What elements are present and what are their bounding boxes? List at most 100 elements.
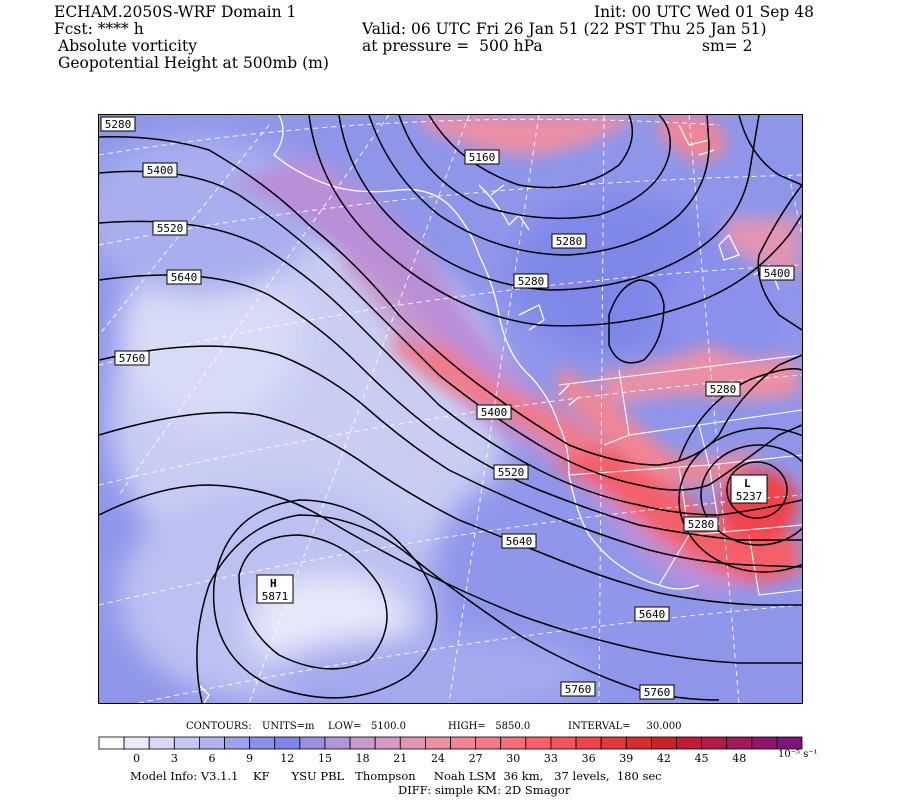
- contour-label: 5160: [464, 149, 500, 165]
- colorbar-swatch: [701, 736, 728, 750]
- colorbar-swatch: [776, 736, 803, 750]
- contour-label: 5640: [166, 269, 202, 285]
- colorbar-swatch: [525, 736, 552, 750]
- contour-label: 5400: [142, 162, 178, 178]
- contour-label: 5760: [639, 684, 675, 700]
- colorbar: [98, 736, 803, 750]
- colorbar-tick-label: 33: [543, 752, 558, 765]
- contours-label: CONTOURS:: [186, 721, 252, 732]
- svg-text:5400: 5400: [147, 164, 174, 177]
- svg-text:5640: 5640: [639, 608, 666, 621]
- colorbar-swatch: [450, 736, 477, 750]
- colorbar-tick-label: 15: [317, 752, 332, 765]
- colorbar-tick-label: 27: [468, 752, 483, 765]
- contour-label: 5280: [513, 273, 549, 289]
- svg-text:5871: 5871: [262, 590, 289, 603]
- colorbar-swatch: [98, 736, 125, 750]
- contour-label: 5760: [560, 681, 596, 697]
- svg-text:5280: 5280: [688, 518, 715, 531]
- colorbar-swatch: [199, 736, 225, 750]
- colorbar-tick-label: 30: [506, 752, 521, 765]
- pressure-level: at pressure = 500 hPa: [362, 37, 543, 55]
- model-info: Model Info: V3.1.1 KF YSU PBL Thompson N…: [130, 769, 662, 783]
- colorbar-tick-label: 9: [246, 752, 254, 765]
- svg-text:5640: 5640: [506, 535, 533, 548]
- colorbar-swatch: [676, 736, 702, 750]
- colorbar-swatch: [550, 736, 577, 750]
- colorbar-units: 10⁻⁵ s⁻¹: [778, 749, 818, 760]
- colorbar-swatch: [123, 736, 150, 750]
- colorbar-swatch: [424, 736, 451, 750]
- colorbar-swatch: [650, 736, 677, 750]
- contour-label: 5760: [114, 350, 150, 366]
- colorbar-tick-label: 6: [208, 752, 216, 765]
- colorbar-tick-label: 42: [656, 752, 671, 765]
- field-name-vorticity: Absolute vorticity: [58, 37, 197, 55]
- contours-interval: INTERVAL= 30.000: [568, 721, 682, 732]
- lat-lon-grid: [99, 115, 802, 703]
- colorbar-swatch: [249, 736, 276, 750]
- colorbar-swatch: [324, 736, 351, 750]
- svg-text:5400: 5400: [481, 406, 508, 419]
- contour-label: 5280: [551, 233, 587, 249]
- high-pressure-marker: H 5871: [256, 574, 294, 604]
- colorbar-tick-label: 0: [133, 752, 141, 765]
- contour-label: 5280: [100, 116, 136, 132]
- contour-label: 5520: [152, 220, 188, 236]
- model-title: ECHAM.2050S-WRF Domain 1: [54, 3, 297, 21]
- svg-text:5760: 5760: [644, 686, 671, 699]
- svg-text:5280: 5280: [710, 383, 737, 396]
- contour-label: 5520: [493, 464, 529, 480]
- colorbar-swatch: [600, 736, 627, 750]
- colorbar-swatch: [224, 736, 251, 750]
- svg-text:5760: 5760: [565, 683, 592, 696]
- svg-text:5400: 5400: [764, 267, 791, 280]
- colorbar-swatch: [399, 736, 426, 750]
- contour-label: 5640: [501, 533, 537, 549]
- vorticity-shading: [99, 115, 802, 703]
- svg-text:5640: 5640: [171, 271, 198, 284]
- colorbar-tick-label: 48: [732, 752, 747, 765]
- height-contours: [99, 115, 802, 703]
- colorbar-swatch: [726, 736, 753, 750]
- svg-text:5760: 5760: [119, 352, 146, 365]
- contour-label: 5640: [634, 606, 670, 622]
- colorbar-tick-label: 3: [170, 752, 178, 765]
- colorbar-swatch: [274, 736, 301, 750]
- smoothing: sm= 2: [702, 37, 753, 55]
- colorbar-swatch: [500, 736, 527, 750]
- contour-label: 5400: [476, 404, 512, 420]
- colorbar-swatch: [148, 736, 175, 750]
- diffusion-info: DIFF: simple KM: 2D Smagor: [398, 783, 571, 797]
- svg-text:5520: 5520: [157, 222, 184, 235]
- colorbar-tick-label: 45: [694, 752, 709, 765]
- colorbar-swatch: [575, 736, 602, 750]
- svg-text:H: H: [270, 577, 277, 590]
- low-pressure-marker: L 5237: [730, 474, 768, 504]
- colorbar-tick-label: 21: [393, 752, 408, 765]
- colorbar-tick-label: 12: [280, 752, 295, 765]
- contour-label: 5280: [705, 381, 741, 397]
- colorbar-swatch: [374, 736, 401, 750]
- weather-map: 5280 5400 5520 5640 5760 5160 5280 5280 …: [98, 114, 803, 704]
- colorbar-swatch: [349, 736, 376, 750]
- contours-high: HIGH= 5850.0: [448, 721, 531, 732]
- contour-label: 5280: [683, 516, 719, 532]
- colorbar-tick-label: 18: [355, 752, 370, 765]
- svg-text:5520: 5520: [498, 466, 525, 479]
- svg-text:5237: 5237: [736, 490, 763, 503]
- colorbar-tick-label: 36: [581, 752, 596, 765]
- contour-labels: 5280 5400 5520 5640 5760 5160 5280 5280 …: [100, 116, 795, 700]
- init-time: Init: 00 UTC Wed 01 Sep 48: [594, 3, 814, 21]
- colorbar-swatch: [625, 736, 652, 750]
- forecast-hour: Fcst: **** h: [54, 20, 144, 38]
- svg-text:5280: 5280: [556, 235, 583, 248]
- svg-text:5160: 5160: [469, 151, 496, 164]
- colorbar-swatch: [173, 736, 200, 750]
- svg-text:L: L: [744, 477, 751, 490]
- field-name-height: Geopotential Height at 500mb (m): [58, 54, 329, 72]
- contours-units: UNITS=m: [262, 721, 315, 732]
- svg-text:5280: 5280: [105, 118, 132, 131]
- colorbar-swatch: [299, 736, 326, 750]
- svg-text:5280: 5280: [518, 275, 545, 288]
